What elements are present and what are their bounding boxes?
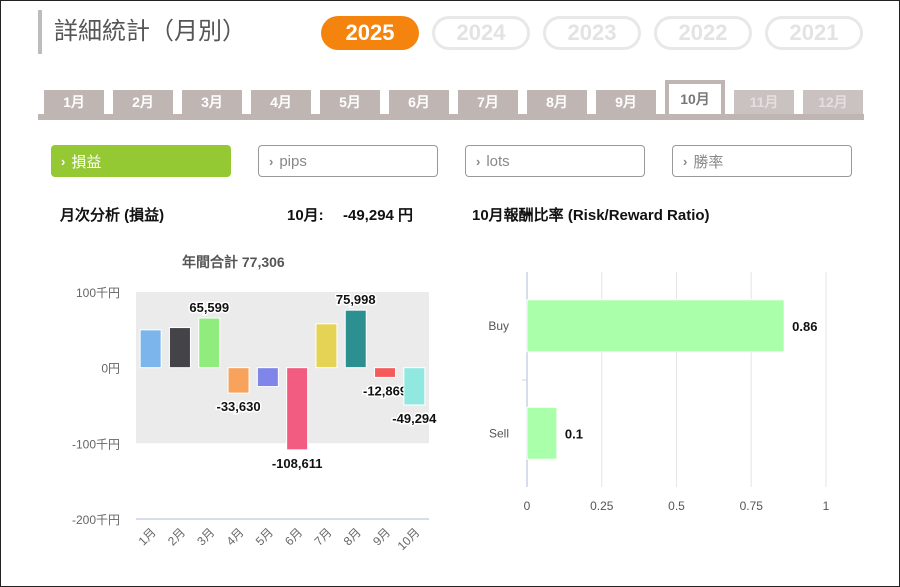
year-2023-button[interactable]: 2023 (543, 16, 641, 50)
month-tab-2[interactable]: 2月 (113, 90, 173, 114)
month-tab-5[interactable]: 5月 (320, 90, 380, 114)
category-label: lots (486, 152, 510, 170)
x-tick-label: 5月 (253, 525, 276, 548)
month-tab-7[interactable]: 7月 (458, 90, 518, 114)
x-tick-label: 1 (823, 499, 830, 513)
x-tick-label: 7月 (311, 525, 334, 548)
bar-1[interactable] (139, 329, 162, 369)
bar-4[interactable] (227, 367, 250, 394)
y-category-label: Sell (489, 426, 509, 440)
y-category-label: Buy (488, 319, 509, 333)
chevron-right-icon: › (61, 153, 66, 169)
month-tab-11: 11月 (734, 90, 794, 114)
month-tabs: 1月 2月 3月 4月 5月 6月 7月 8月 9月 10月 11月 12月 (38, 80, 864, 120)
month-tab-baseline (38, 114, 864, 120)
profit-loss-tab[interactable]: › 損益 (51, 145, 231, 177)
chevron-right-icon: › (683, 153, 688, 169)
month-tab-1[interactable]: 1月 (44, 90, 104, 114)
rr-data-label: 0.1 (565, 426, 583, 441)
bar-6[interactable] (286, 367, 309, 451)
rr-bar-buy[interactable] (526, 299, 785, 353)
month-tab-8[interactable]: 8月 (527, 90, 587, 114)
current-month-label: 10月: (287, 207, 324, 224)
month-tab-12: 12月 (803, 90, 863, 114)
year-2025-button[interactable]: 2025 (321, 16, 419, 50)
page-title: 詳細統計（月別） (54, 18, 246, 45)
chevron-right-icon: › (476, 153, 481, 169)
bar-data-label: -108,611 (272, 456, 323, 471)
bar-data-label: 75,998 (336, 292, 376, 307)
year-2024-button[interactable]: 2024 (432, 16, 530, 50)
x-tick-label: 0 (524, 499, 531, 513)
category-label: 勝率 (693, 153, 724, 171)
x-tick-label: 0.75 (740, 499, 764, 513)
bar-9[interactable] (374, 367, 397, 378)
category-label: pips (279, 152, 307, 170)
bar-8[interactable] (344, 309, 367, 369)
x-tick-label: 0.5 (668, 499, 685, 513)
x-tick-label: 4月 (224, 525, 247, 548)
x-tick-label: 0.25 (590, 499, 614, 513)
x-tick-label: 3月 (194, 525, 217, 548)
lots-tab[interactable]: › lots (465, 145, 645, 177)
monthly-analysis-heading: 月次分析 (損益) (60, 207, 165, 224)
bar-5[interactable] (256, 367, 279, 388)
y-tick-label: 100千円 (76, 286, 120, 300)
year-2022-button[interactable]: 2022 (654, 16, 752, 50)
x-tick-label: 8月 (341, 525, 364, 548)
annual-total-label: 年間合計 77,306 (182, 254, 285, 270)
x-tick-label: 10月 (395, 525, 423, 553)
risk-reward-heading: 10月報酬比率 (Risk/Reward Ratio) (472, 207, 710, 224)
x-tick-label: 1月 (136, 525, 159, 548)
month-tab-4[interactable]: 4月 (251, 90, 311, 114)
year-2021-button[interactable]: 2021 (765, 16, 863, 50)
x-tick-label: 9月 (370, 525, 393, 548)
bar-data-label: -33,630 (217, 399, 261, 414)
risk-reward-chart: Buy 0.86 Sell 0.1 0 0.25 0.5 0.75 1 (488, 272, 830, 513)
monthly-pl-chart: 100千円 0円 -100千円 -200千円 1月 2月 65,599 3月 -33,630 4月… (72, 286, 439, 553)
month-tab-6[interactable]: 6月 (389, 90, 449, 114)
y-tick-label: -200千円 (72, 513, 120, 527)
current-month-value: -49,294 円 (343, 207, 414, 224)
x-tick-label: 2月 (165, 525, 188, 548)
title-block: 詳細統計（月別） (38, 10, 246, 54)
rr-bar-sell[interactable] (526, 406, 558, 460)
rr-data-label: 0.86 (792, 319, 817, 334)
bar-data-label: 65,599 (189, 300, 229, 315)
bar-10[interactable] (403, 367, 426, 406)
month-tab-10[interactable]: 10月 (665, 80, 725, 114)
chevron-right-icon: › (269, 153, 274, 169)
bar-data-label: -49,294 (392, 411, 437, 426)
pips-tab[interactable]: › pips (258, 145, 438, 177)
y-tick-label: 0円 (101, 362, 120, 376)
bar-data-label: -12,869 (363, 383, 407, 398)
month-tab-3[interactable]: 3月 (182, 90, 242, 114)
bar-3[interactable] (198, 317, 221, 369)
bar-2[interactable] (168, 327, 191, 369)
y-tick-label: -100千円 (72, 437, 120, 451)
bar-7[interactable] (315, 323, 338, 369)
win-rate-tab[interactable]: › 勝率 (672, 145, 852, 177)
plot-band-lower (136, 443, 429, 519)
x-tick-label: 6月 (282, 525, 305, 548)
month-tab-9[interactable]: 9月 (596, 90, 656, 114)
category-label: 損益 (71, 153, 102, 171)
